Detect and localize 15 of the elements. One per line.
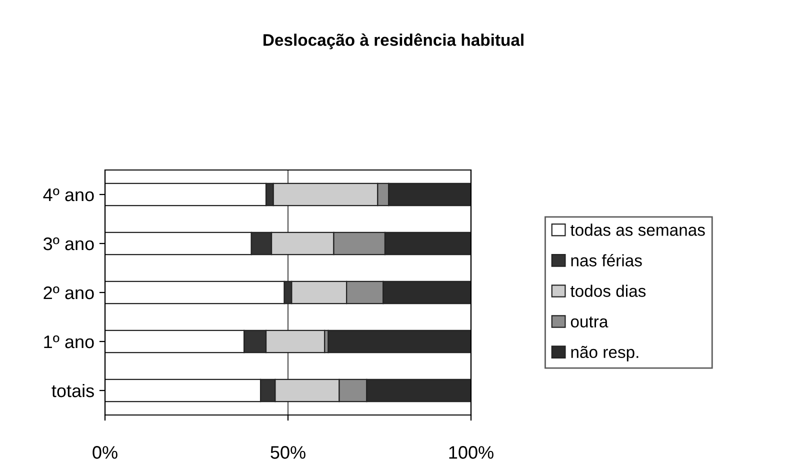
legend-label: não resp. [571,346,638,362]
x-tick-label: 0% [92,446,118,459]
x-tick-label: 100% [449,446,494,459]
legend-label: nas férias [571,254,642,266]
y-tick-label: 1º ano [44,335,94,348]
x-tick-label: 50% [270,446,306,459]
y-tick-label: 2º ano [44,286,94,300]
chart-title: Deslocação à residência habitual [264,33,524,50]
legend-label: outra [570,316,608,328]
legend-label: todos dias [570,284,646,297]
legend-label: todas as semanas [570,224,705,236]
y-tick-label: totais [52,384,94,398]
y-tick-label: 4º ano [43,188,94,202]
bar [328,330,471,354]
y-tick-label: 3º ano [43,237,94,250]
